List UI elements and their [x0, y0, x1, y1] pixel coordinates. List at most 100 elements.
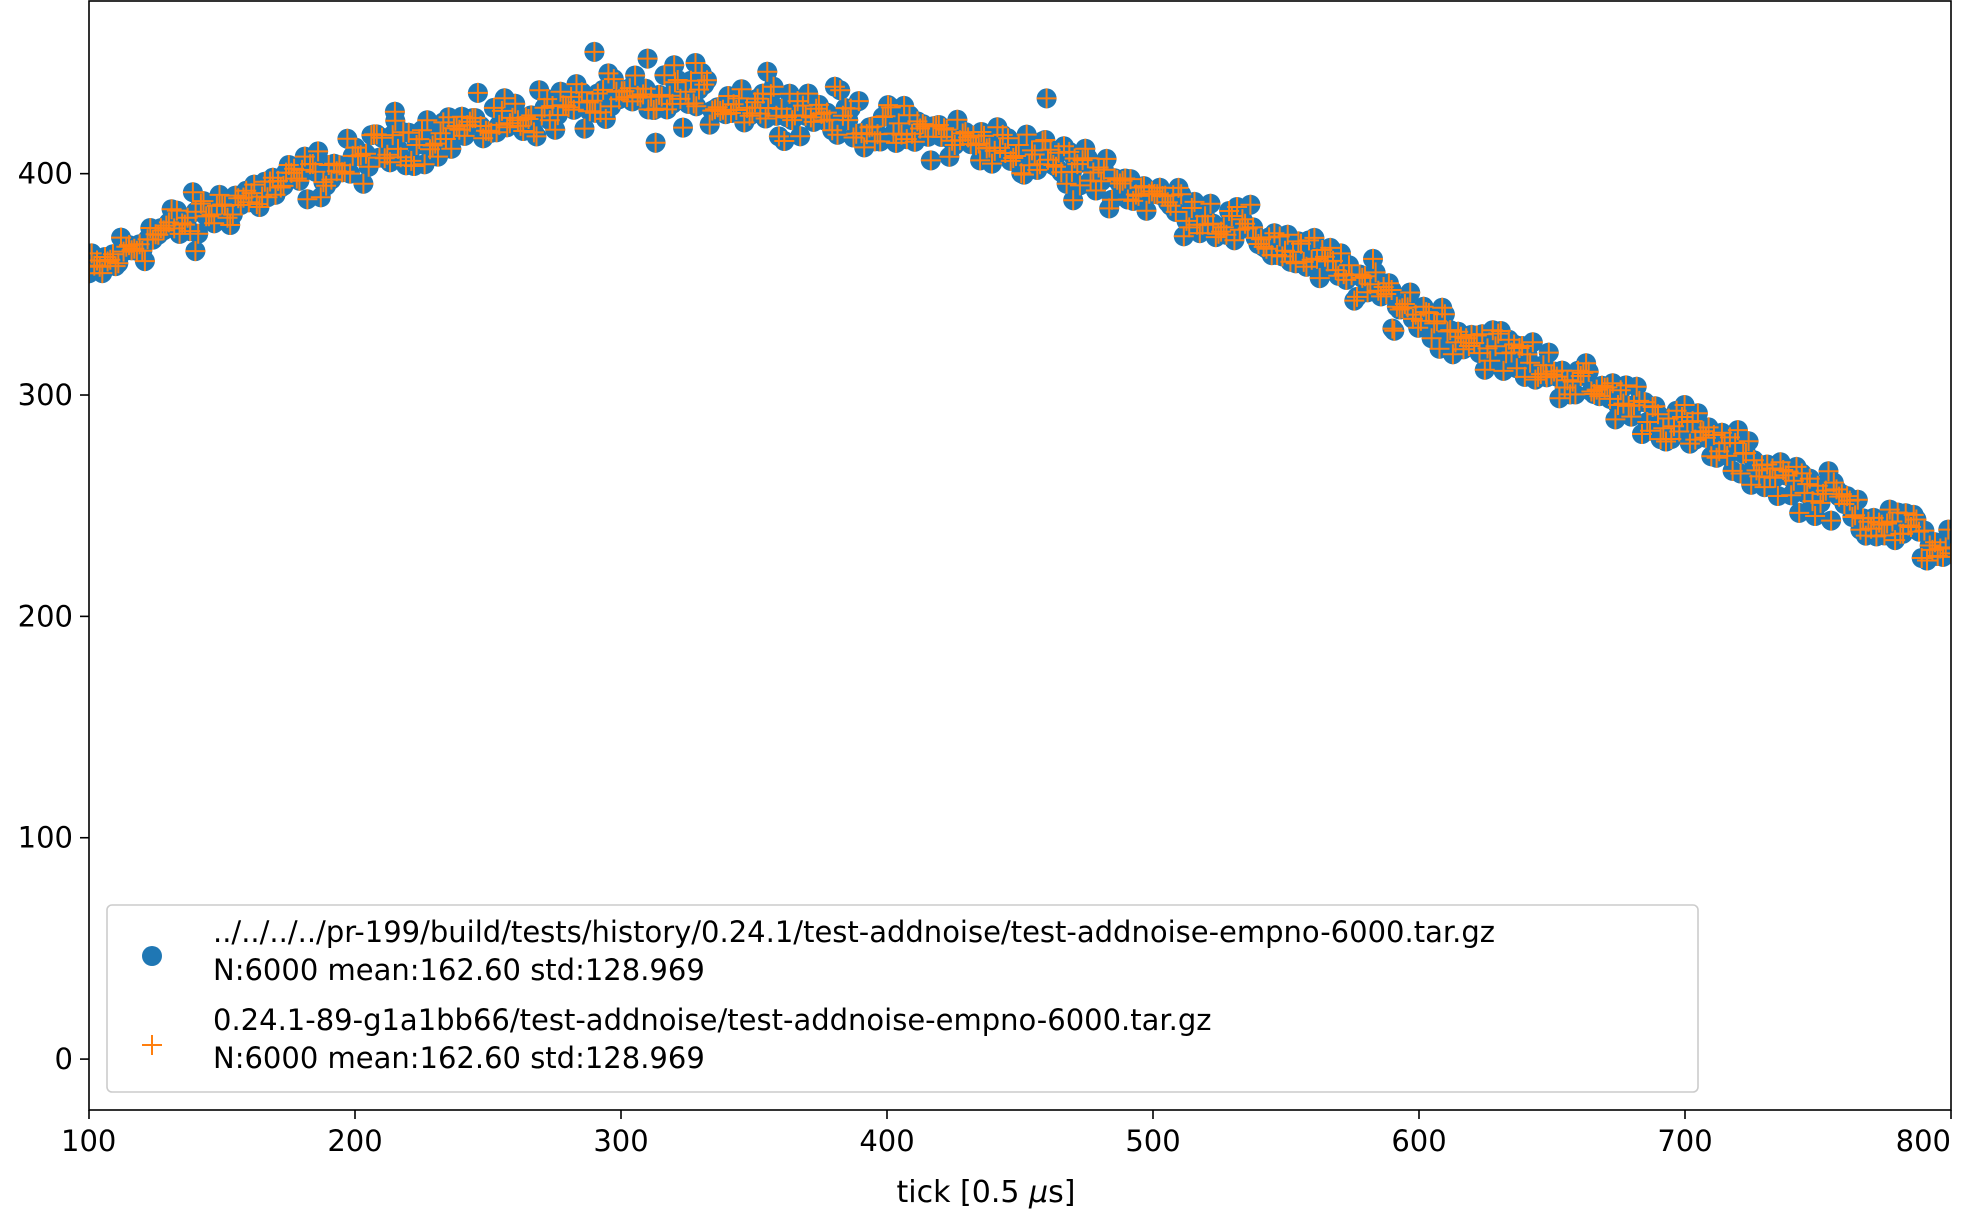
- data-point-series2: [1069, 175, 1090, 196]
- data-point-series2: [345, 137, 366, 158]
- data-point-series2: [1895, 503, 1916, 524]
- data-point-series2: [1394, 294, 1415, 314]
- data-point-series2: [459, 111, 480, 132]
- data-point-series2: [238, 192, 259, 213]
- data-point-series2: [451, 106, 472, 127]
- data-point-series2: [164, 218, 185, 239]
- data-point-series2: [428, 146, 448, 167]
- data-point-series2: [523, 122, 544, 143]
- data-point-series2: [1440, 320, 1461, 341]
- data-point-series2: [1637, 412, 1658, 432]
- data-point-series2: [635, 78, 656, 99]
- data-point-series2: [787, 91, 808, 112]
- data-point-series2: [1179, 217, 1200, 238]
- data-point-series2: [555, 95, 576, 116]
- data-point-series2: [936, 119, 957, 140]
- data-point-series2: [105, 256, 126, 277]
- legend-marker-circle: [142, 946, 162, 966]
- data-point-series2: [441, 138, 462, 159]
- data-point-series2: [622, 91, 643, 112]
- data-point-series2: [1099, 198, 1120, 219]
- data-point-series2: [1200, 193, 1221, 214]
- data-point-series2: [286, 168, 307, 189]
- data-point-series2: [166, 200, 187, 221]
- data-point-series2: [1112, 170, 1133, 191]
- data-point-series2: [1291, 233, 1311, 254]
- legend: ../../../../pr-199/build/tests/history/0…: [106, 904, 1699, 1093]
- data-point-series2: [1658, 408, 1679, 429]
- data-point-series2: [297, 189, 318, 210]
- data-point-series2: [222, 204, 243, 225]
- y-tick-label: 400: [18, 157, 73, 191]
- data-point-series2: [800, 107, 821, 128]
- data-point-series2: [398, 122, 419, 143]
- data-point-series2: [808, 94, 829, 115]
- data-point-series2: [356, 143, 376, 164]
- data-point-series2: [310, 187, 331, 208]
- data-point-series2: [1120, 169, 1141, 190]
- data-point-series2: [534, 97, 555, 118]
- data-point-series2: [409, 129, 430, 150]
- data-point-series2: [358, 156, 379, 177]
- data-point-series2: [1093, 159, 1114, 180]
- data-point-series2: [1091, 171, 1112, 192]
- data-point-series2: [593, 79, 614, 100]
- data-point-series2: [1309, 268, 1330, 289]
- data-point-series2: [1450, 326, 1471, 347]
- data-point-series2: [182, 182, 203, 203]
- data-point-series2: [249, 197, 270, 217]
- data-point-series2: [1877, 513, 1898, 534]
- data-point-series2: [467, 82, 488, 103]
- data-point-series2: [1006, 146, 1026, 166]
- data-point-series2: [1216, 224, 1237, 245]
- data-point-series2: [1203, 213, 1224, 234]
- data-point-series2: [1906, 509, 1927, 530]
- data-point-series2: [1634, 392, 1655, 413]
- data-point-series2: [1320, 237, 1341, 258]
- data-point-series2: [1810, 492, 1831, 513]
- data-point-series2: [257, 187, 278, 208]
- data-point-series2: [990, 137, 1010, 158]
- data-point-series2: [987, 117, 1008, 138]
- data-point-series2: [1818, 461, 1839, 482]
- data-point-series2: [1882, 511, 1903, 532]
- data-point-series2: [739, 105, 760, 126]
- data-point-series2: [1773, 460, 1794, 480]
- data-point-series2: [1938, 519, 1951, 540]
- data-point-series2: [1645, 396, 1666, 417]
- x-tick-label: 400: [859, 1124, 914, 1158]
- data-point-series2: [470, 116, 491, 136]
- data-point-series2: [1703, 425, 1724, 445]
- data-point-series2: [380, 152, 400, 173]
- data-point-series2: [1616, 375, 1636, 396]
- data-point-series2: [1765, 467, 1786, 488]
- legend-box: [106, 904, 1699, 1093]
- data-point-series2: [1088, 157, 1109, 178]
- data-point-series2: [1597, 377, 1618, 398]
- data-point-series2: [731, 79, 752, 100]
- data-point-series2: [904, 131, 925, 152]
- data-point-series2: [1757, 454, 1778, 475]
- y-tick-label: 300: [18, 378, 73, 412]
- data-point-series2: [1538, 342, 1559, 363]
- data-point-series2: [1240, 194, 1261, 215]
- data-point-series2: [830, 80, 851, 101]
- data-point-series2: [1054, 136, 1074, 157]
- data-point-series2: [1275, 240, 1295, 261]
- data-point-series2: [1791, 463, 1812, 484]
- data-point-series2: [529, 80, 550, 101]
- data-point-series2: [1418, 303, 1439, 323]
- data-point-series2: [321, 169, 342, 190]
- legend-label-series1-line1: ../../../../pr-199/build/tests/history/0…: [213, 915, 1495, 949]
- data-point-series2: [763, 76, 784, 97]
- data-point-series2: [1626, 376, 1647, 397]
- data-point-series2: [1477, 338, 1498, 359]
- data-point-series2: [1381, 280, 1402, 300]
- data-point-series2: [1592, 375, 1612, 396]
- data-point-series2: [1933, 546, 1951, 567]
- data-point-series2: [1243, 217, 1264, 238]
- data-point-series2: [526, 126, 547, 147]
- data-point-series2: [1237, 218, 1258, 239]
- data-point-series2: [262, 167, 283, 188]
- data-point-series2: [550, 81, 571, 102]
